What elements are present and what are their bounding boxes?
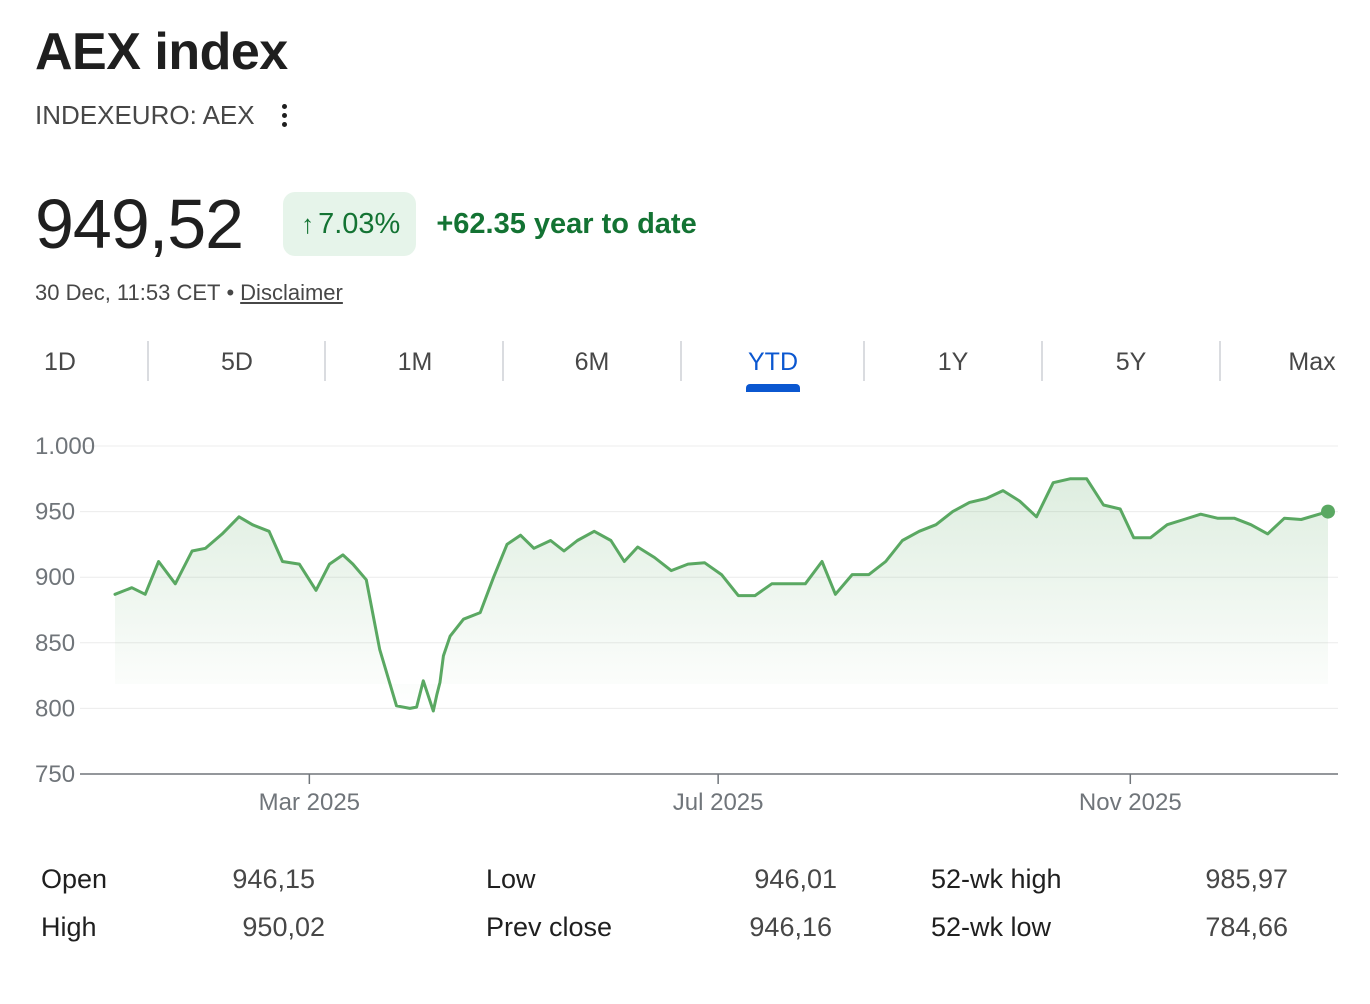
arrow-up-icon: ↑ [301, 208, 315, 239]
tab-5d[interactable]: 5D [221, 347, 253, 376]
tab-divider [1219, 341, 1221, 381]
y-tick-label: 750 [35, 761, 75, 788]
timestamp: 30 Dec, 11:53 CET [35, 280, 221, 305]
tab-divider [863, 341, 865, 381]
stat-value-52wk-low: 784,66 [1205, 912, 1288, 942]
y-axis-labels: 750 800 850 900 950 1.000 [35, 433, 95, 788]
price-row: 949,52 ↑ 7.03% +62.35 year to date [35, 184, 697, 264]
tab-divider [680, 341, 682, 381]
tab-divider [1041, 341, 1043, 381]
price-line [113, 477, 1330, 713]
stat-label-open: Open [41, 864, 108, 894]
separator: • [226, 280, 235, 305]
stat-label-52wk-high: 52-wk high [931, 864, 1062, 894]
tab-5y[interactable]: 5Y [1115, 347, 1147, 376]
stat-value-52wk-high: 985,97 [1205, 864, 1288, 894]
tab-6m[interactable]: 6M [574, 347, 610, 376]
last-price-point [1321, 504, 1335, 519]
y-tick-label: 800 [35, 695, 75, 722]
tab-1d[interactable]: 1D [44, 347, 76, 376]
stat-label-low: Low [486, 864, 536, 894]
tab-1y[interactable]: 1Y [937, 347, 969, 376]
stat-value-low: 946,01 [754, 864, 837, 894]
change-percent: 7.03% [318, 207, 401, 240]
tab-divider [147, 341, 149, 381]
y-tick-label: 950 [35, 499, 75, 526]
x-tick-label: Mar 2025 [259, 789, 360, 816]
stat-value-high: 950,02 [242, 912, 325, 942]
change-amount: +62.35 year to date [436, 207, 697, 240]
stat-value-prev-close: 946,16 [749, 912, 832, 942]
x-axis-ticks: Mar 2025 Jul 2025 Nov 2025 [259, 774, 1182, 816]
x-tick-label: Jul 2025 [673, 789, 764, 816]
y-tick-label: 900 [35, 564, 75, 591]
y-tick-label: 850 [35, 630, 75, 657]
price-area [115, 478, 1328, 711]
active-tab-indicator [746, 384, 800, 392]
tab-1m[interactable]: 1M [397, 347, 433, 376]
stat-label-high: High [41, 912, 97, 942]
tab-ytd[interactable]: YTD [748, 347, 798, 376]
stat-label-52wk-low: 52-wk low [931, 912, 1052, 942]
disclaimer-link[interactable]: Disclaimer [240, 280, 343, 305]
stat-label-prev-close: Prev close [486, 912, 613, 942]
change-percent-badge: ↑ 7.03% [283, 192, 417, 256]
stat-value-open: 946,15 [232, 864, 315, 894]
x-tick-label: Nov 2025 [1079, 789, 1182, 816]
tab-divider [502, 341, 504, 381]
more-vert-icon[interactable] [277, 101, 293, 131]
ticker-row: INDEXEURO: AEX [35, 100, 293, 131]
current-price: 949,52 [35, 185, 244, 263]
tab-divider [324, 341, 326, 381]
price-chart[interactable]: 750 800 850 900 950 1.000 Mar 2025 Jul 2025 Nov… [0, 400, 1370, 840]
tab-max[interactable]: Max [1288, 347, 1336, 376]
page-title: AEX index [35, 23, 288, 81]
y-tick-label: 1.000 [35, 433, 95, 460]
timestamp-row: 30 Dec, 11:53 CET • Disclaimer [35, 280, 343, 306]
range-tabs: 1D 5D 1M 6M YTD 1Y 5Y Max [0, 340, 1370, 390]
ticker-symbol: INDEXEURO: AEX [35, 100, 255, 130]
